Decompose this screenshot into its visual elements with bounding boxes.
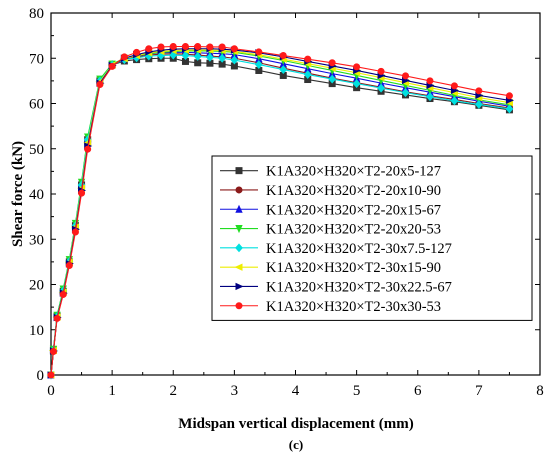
data-point [145, 45, 153, 53]
data-point [303, 70, 312, 79]
x-tick-label: 4 [292, 383, 300, 399]
data-point [450, 82, 458, 90]
x-axis-title: Midspan vertical displacement (mm) [178, 416, 413, 432]
y-tick-label: 30 [29, 232, 44, 248]
legend-label: K1A320×H320×T2-20x5-127 [266, 164, 441, 180]
y-tick-label: 20 [29, 278, 44, 294]
y-tick-label: 50 [29, 142, 44, 158]
data-point [96, 80, 104, 88]
data-point [279, 52, 287, 60]
data-point [218, 53, 227, 63]
y-tick-label: 40 [29, 187, 44, 203]
data-point [377, 83, 385, 93]
legend-item: K1A320×H320×T2-30x22.5-67 [220, 279, 452, 295]
x-tick-label: 8 [536, 383, 544, 399]
legend-item: K1A320×H320×T2-30x7.5-127 [220, 241, 452, 257]
legend-label: K1A320×H320×T2-30x22.5-67 [266, 279, 452, 295]
legend-marker [235, 243, 243, 253]
legend-item: K1A320×H320×T2-20x20-53 [220, 222, 441, 238]
data-point [71, 228, 79, 236]
data-point [328, 59, 336, 67]
data-point [49, 347, 57, 355]
data-point [328, 74, 337, 84]
data-point [353, 63, 361, 71]
data-point [181, 42, 189, 50]
x-tick-label: 6 [414, 383, 422, 399]
data-point [377, 67, 385, 75]
data-point [78, 189, 86, 197]
data-point [133, 48, 141, 56]
legend-item: K1A320×H320×T2-20x5-127 [220, 164, 441, 180]
legend-item: K1A320×H320×T2-30x15-90 [220, 260, 441, 276]
y-axis-title: Shear force (kN) [10, 141, 26, 247]
legend-label: K1A320×H320×T2-30x30-53 [266, 299, 441, 315]
series-8 [47, 42, 513, 379]
legend-label: K1A320×H320×T2-20x20-53 [266, 222, 441, 238]
data-point [84, 145, 92, 153]
data-point [230, 45, 238, 53]
data-point [169, 42, 177, 50]
x-tick-label: 7 [475, 383, 483, 399]
data-point [352, 79, 361, 89]
data-point [230, 55, 239, 65]
data-point [279, 65, 288, 75]
data-point [426, 92, 434, 102]
legend-marker [235, 204, 243, 213]
x-tick-label: 1 [108, 383, 116, 399]
legend: K1A320×H320×T2-20x5-127 K1A320×H320×T2-20… [211, 155, 533, 321]
y-tick-label: 0 [37, 368, 45, 384]
data-point [304, 55, 312, 63]
data-point [474, 99, 483, 109]
legend-label: K1A320×H320×T2-20x15-67 [266, 202, 441, 218]
data-point [206, 52, 214, 62]
data-point [59, 290, 67, 298]
legend-marker [235, 282, 244, 291]
legend-label: K1A320×H320×T2-30x15-90 [266, 260, 441, 276]
legend-marker [234, 263, 243, 271]
figure-caption: (c) [289, 437, 303, 452]
data-point [53, 314, 61, 322]
legend-marker [235, 225, 243, 234]
data-point [157, 43, 165, 51]
legend-box [211, 155, 533, 321]
data-point [181, 51, 190, 60]
data-point [505, 104, 514, 114]
legend-marker [235, 302, 243, 310]
y-tick-label: 70 [29, 51, 44, 67]
legend-label: K1A320×H320×T2-30x7.5-127 [266, 241, 452, 257]
data-point [426, 77, 434, 85]
x-tick-label: 5 [353, 383, 361, 399]
data-point [65, 261, 73, 269]
data-point [255, 48, 263, 56]
y-tick-label: 60 [29, 97, 44, 113]
data-point [450, 96, 459, 106]
x-tick-label: 3 [231, 383, 239, 399]
data-point [475, 87, 483, 95]
data-point [401, 88, 410, 98]
legend-item: K1A320×H320×T2-20x10-90 [220, 183, 441, 199]
data-point [402, 72, 410, 80]
data-point [218, 43, 226, 51]
y-tick-label: 10 [29, 323, 44, 339]
series-layer [46, 42, 514, 380]
data-point [193, 51, 202, 61]
data-point [120, 53, 128, 61]
data-point [194, 42, 202, 50]
data-point [505, 92, 513, 100]
legend-marker [235, 167, 243, 175]
legend-marker [235, 186, 243, 194]
data-point [47, 371, 55, 379]
legend-label: K1A320×H320×T2-20x10-90 [266, 183, 441, 199]
y-tick-label: 80 [29, 6, 44, 22]
x-tick-label: 2 [170, 383, 178, 399]
data-point [254, 60, 263, 70]
data-point [206, 43, 214, 51]
data-point [108, 62, 116, 70]
legend-item: K1A320×H320×T2-30x30-53 [220, 299, 441, 315]
x-tick-label: 0 [47, 383, 55, 399]
legend-item: K1A320×H320×T2-20x15-67 [220, 202, 441, 218]
